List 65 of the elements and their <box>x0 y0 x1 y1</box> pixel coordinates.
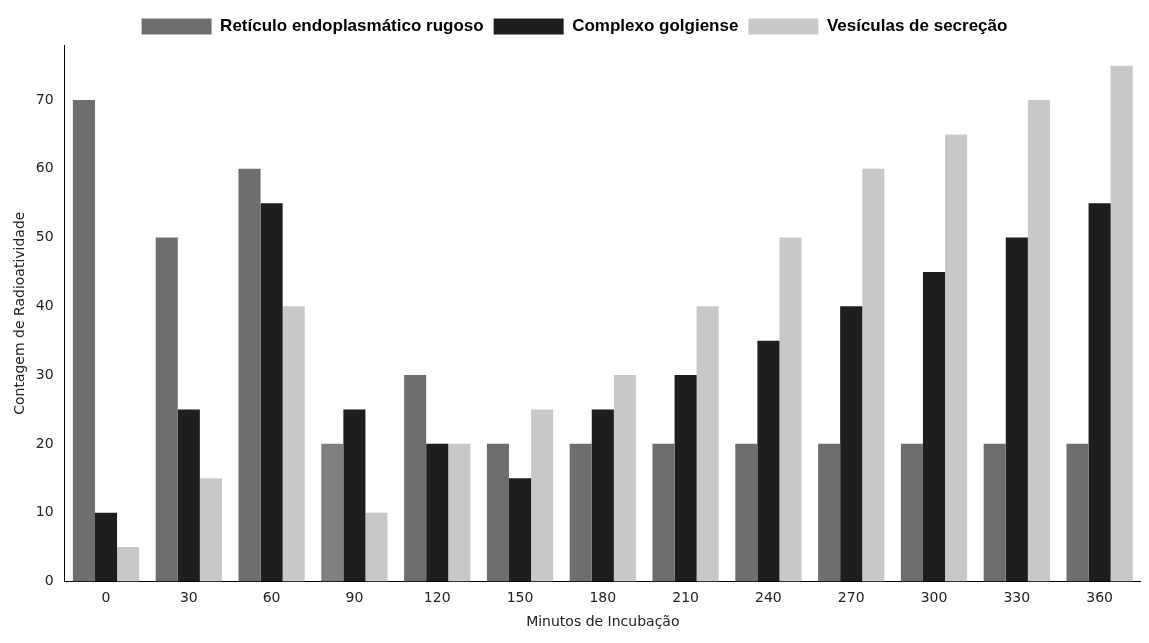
y-tick-label: 10 <box>35 503 54 520</box>
bar <box>404 375 427 582</box>
legend-label: Complexo golgiense <box>572 16 739 36</box>
bar <box>840 306 863 582</box>
y-tick-label: 50 <box>35 228 54 245</box>
bar <box>117 547 140 582</box>
y-tick-label: 0 <box>44 572 54 589</box>
bar <box>177 409 200 582</box>
x-tick-label: 270 <box>837 589 865 606</box>
bar <box>448 443 471 582</box>
bar <box>1005 237 1028 582</box>
legend-label: Retículo endoplasmático rugoso <box>220 16 484 36</box>
bar <box>426 443 449 582</box>
x-tick-label: 180 <box>589 589 617 606</box>
bar <box>508 478 532 582</box>
bar <box>365 512 388 582</box>
x-tick-label: 360 <box>1086 589 1113 606</box>
bar <box>922 271 946 582</box>
bar <box>779 237 802 582</box>
bar <box>696 306 719 582</box>
bar <box>199 478 222 582</box>
bar <box>757 340 780 582</box>
y-tick-label: 40 <box>35 296 54 313</box>
bar <box>486 443 509 582</box>
bar <box>862 168 885 582</box>
x-tick-label: 210 <box>672 589 699 606</box>
bar <box>94 512 118 582</box>
bar <box>1110 65 1133 582</box>
y-tick-label: 30 <box>35 365 54 382</box>
x-tick-label: 150 <box>506 589 534 606</box>
bar <box>343 409 366 582</box>
x-tick-label: 0 <box>101 589 111 606</box>
x-tick-label: 330 <box>1003 589 1031 606</box>
x-tick-label: 300 <box>920 589 948 606</box>
bar <box>818 443 841 582</box>
x-tick-label: 30 <box>179 589 198 606</box>
bar <box>983 443 1006 582</box>
y-axis-title: Contagem de Radioatividade <box>11 211 28 415</box>
y-tick-label: 20 <box>35 434 54 451</box>
bar <box>238 168 261 582</box>
x-tick-label: 240 <box>755 589 782 606</box>
x-tick-label: 60 <box>262 589 281 606</box>
bar <box>945 134 968 582</box>
bar <box>591 409 614 582</box>
x-tick-label: 120 <box>423 589 451 606</box>
bar <box>613 375 636 582</box>
bar <box>1066 443 1089 582</box>
x-tick-label: 90 <box>345 589 364 606</box>
bar <box>260 203 283 582</box>
bar <box>531 409 554 582</box>
bar <box>569 443 592 582</box>
y-tick-label: 60 <box>35 159 54 176</box>
bar <box>1088 203 1111 582</box>
bar <box>674 375 697 582</box>
x-axis-title: Minutos de Incubação <box>526 613 680 630</box>
bar <box>155 237 178 582</box>
bar <box>735 443 758 582</box>
bar <box>1027 100 1050 582</box>
bar <box>72 100 95 582</box>
y-tick-label: 70 <box>35 90 54 107</box>
legend-label: Vesículas de secreção <box>826 16 1008 36</box>
bar <box>900 443 923 582</box>
bar <box>652 443 675 582</box>
bar <box>321 443 344 582</box>
bar <box>282 306 305 582</box>
